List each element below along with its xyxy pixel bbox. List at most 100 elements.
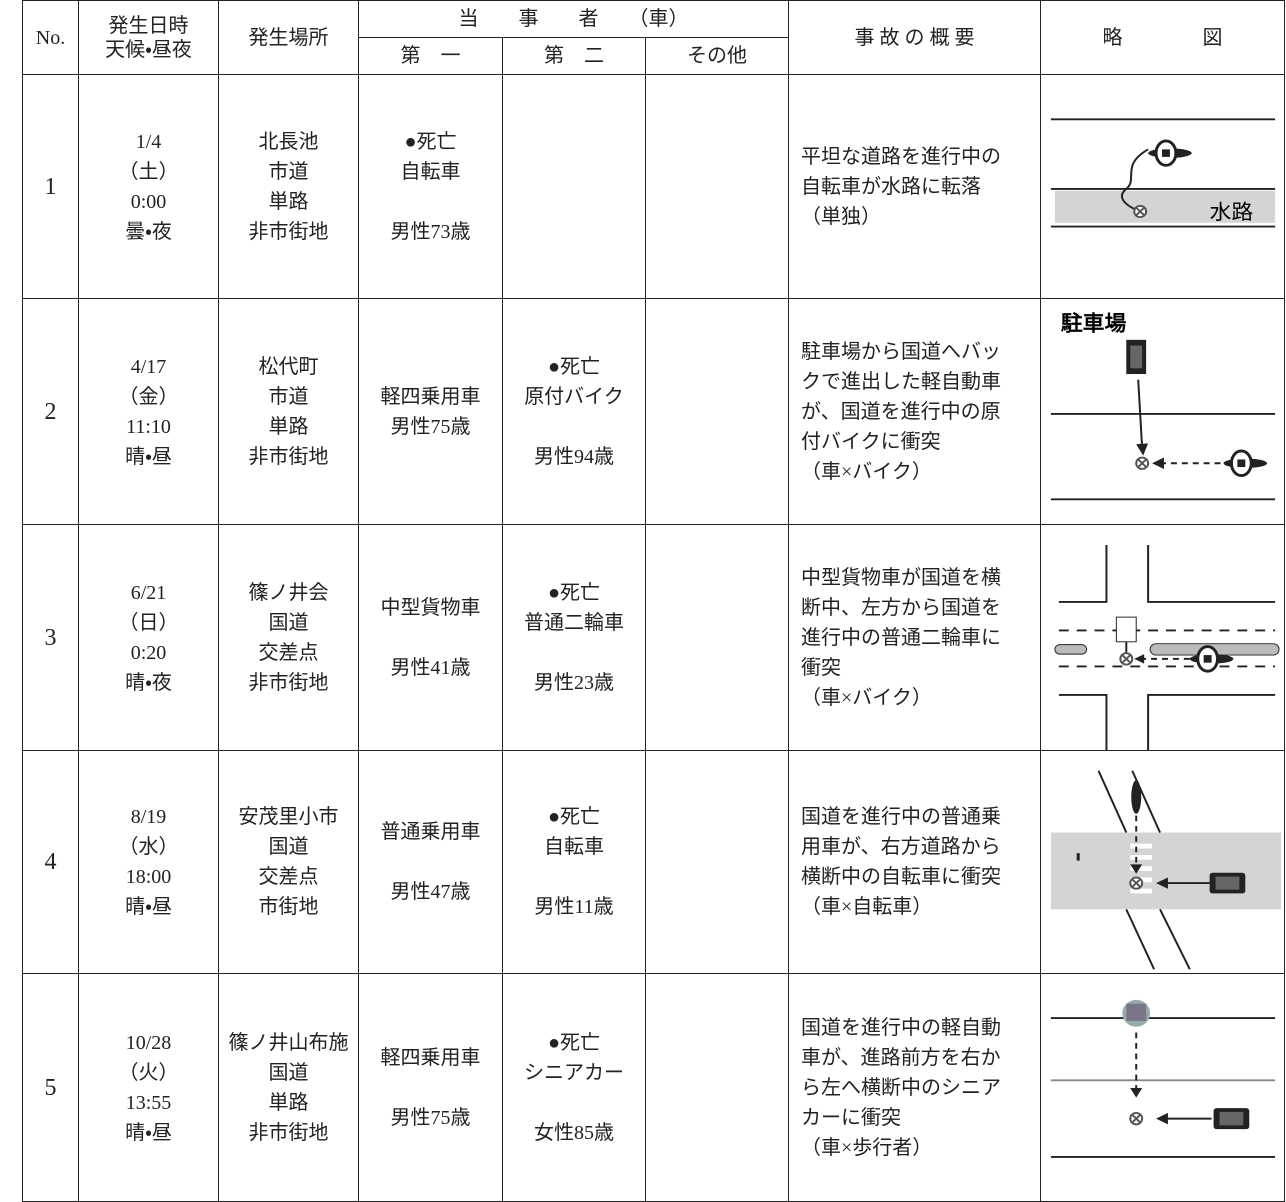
parties-header: 当 事 者 （車）	[358, 0, 789, 38]
party-group: ●死亡 原付バイク	[504, 352, 645, 412]
datetime-line: 1/4	[135, 130, 162, 153]
place-line: 国道	[268, 836, 309, 858]
table-row: 4 8/19 （水） 18:00 晴・昼 安茂里小市 国道 交差点 市街地 普通乗用車 男性47歳 ●…	[22, 750, 1285, 974]
summary-line: （車×歩行者）	[801, 1136, 933, 1159]
diagram	[1050, 769, 1282, 970]
party-line: ●死亡	[547, 581, 601, 604]
diagram-cell: 駐車場	[1040, 298, 1285, 525]
summary-line: 平坦な道路を進行中の	[801, 145, 1001, 168]
summary-line: が、国道を進行中の原	[801, 400, 1001, 423]
place-line: 国道	[268, 1061, 309, 1084]
header-line: 発生日時	[108, 14, 189, 37]
other-party-cell	[645, 74, 789, 299]
second-party-cell: ●死亡 原付バイク 男性94歳	[502, 298, 646, 525]
diagram: 駐車場	[1050, 310, 1276, 500]
party-group: ●死亡 普通二輪車	[504, 578, 645, 638]
table-header: No. 発生日時 天候・昼夜 発生場所 当 事 者 （車） 事 故 の 概 要 略…	[22, 0, 1285, 75]
place-line: 市街地	[258, 896, 319, 918]
first-party-cell: 軽四乗用車 男性75歳	[358, 298, 503, 525]
no-cell: 1	[22, 74, 79, 299]
table-row: 1 1/4 （土） 0:00 曇・夜 北長池 市道 単路 非市街地 ●死亡 自転車 男性73歳 平坦な道…	[22, 74, 1285, 299]
datetime-line: 13:55	[125, 1091, 172, 1114]
party-group: ●死亡 シニアカー	[504, 1028, 645, 1088]
diagram-shape	[1121, 148, 1149, 210]
diagram-shape	[1213, 1107, 1250, 1129]
place-cell: 安茂里小市 国道 交差点 市街地	[218, 750, 359, 974]
place-line: 交差点	[258, 641, 319, 664]
party-line: 男性41歳	[390, 656, 471, 679]
diagram-shape	[1058, 544, 1276, 750]
diagram-shape	[1054, 643, 1088, 655]
datetime-line: 晴・昼	[125, 896, 172, 918]
diagram-shape	[1209, 872, 1246, 893]
diagram-shape	[1189, 644, 1234, 673]
diagram-shape	[1131, 1113, 1141, 1123]
summary-line: 国道を進行中の軽自動	[801, 1016, 1001, 1039]
party-line: 普通乗用車	[380, 821, 481, 843]
diagram-label: 水路	[1210, 200, 1254, 224]
place-line: 非市街地	[248, 1121, 329, 1144]
header-line: 天候・昼夜	[105, 38, 192, 61]
party-group: 男性73歳	[360, 217, 502, 247]
party-line: 軽四乗用車	[380, 385, 481, 408]
place-cell: 北長池 市道 単路 非市街地	[218, 74, 359, 299]
diagram-cell: 水路	[1040, 74, 1285, 299]
header-row: 第 一 第 二 その他	[23, 37, 1285, 75]
summary-line: （車×バイク）	[801, 460, 932, 483]
place-line: 非市街地	[248, 671, 329, 694]
diagram-shape	[1215, 876, 1240, 890]
diagram: 水路	[1050, 117, 1276, 227]
datetime-line: 6/21	[130, 581, 167, 604]
datetime-cell: 10/28 （火） 13:55 晴・昼	[78, 973, 219, 1202]
summary-cell: 国道を進行中の普通乗 用車が、右方道路から 横断中の自転車に衝突 （車×自転車）	[788, 750, 1041, 974]
place-line: 安茂里小市	[238, 806, 339, 828]
second-party-cell: ●死亡 シニアカー 女性85歳	[502, 973, 646, 1202]
other-party-cell	[645, 524, 789, 751]
summary-line: 国道を進行中の普通乗	[801, 806, 1001, 828]
diagram-shape	[1156, 876, 1168, 889]
datetime-cell: 6/21 （日） 0:20 晴・夜	[78, 524, 219, 751]
party-group: 男性23歳	[504, 668, 645, 698]
place-cell: 篠ノ井山布施 国道 単路 非市街地	[218, 973, 359, 1202]
summary-line: 断中、左方から国道を	[801, 596, 1001, 619]
diagram-shape	[1121, 653, 1131, 663]
diagram-shape	[1148, 138, 1192, 167]
place-line: 単路	[268, 415, 309, 438]
diagram-shape	[1152, 457, 1164, 469]
table-row: 5 10/28 （火） 13:55 晴・昼 篠ノ井山布施 国道 単路 非市街地 軽四乗用車 男性75…	[22, 973, 1285, 1202]
party-line: 男性75歳	[390, 1106, 471, 1129]
summary-line: （車×バイク）	[801, 686, 932, 709]
place-line: 市道	[268, 385, 309, 408]
datetime-line: 晴・昼	[125, 445, 172, 468]
datetime-line: 0:00	[130, 190, 167, 213]
header-row: No. 発生日時 天候・昼夜 発生場所 当 事 者 （車） 事 故 の 概 要 略…	[22, 0, 1285, 75]
summary-line: 自転車が水路に転落	[801, 175, 981, 198]
table-body: 1 1/4 （土） 0:00 曇・夜 北長池 市道 単路 非市街地 ●死亡 自転車 男性73歳 平坦な道…	[22, 74, 1285, 1202]
party-group: 軽四乗用車	[360, 1043, 502, 1073]
diagram-shape	[1130, 854, 1153, 860]
no-cell: 5	[22, 973, 79, 1202]
party-group: 男性47歳	[360, 877, 502, 907]
place-line: 篠ノ井山布施	[228, 1031, 349, 1054]
accident-table: No. 発生日時 天候・昼夜 発生場所 当 事 者 （車） 事 故 の 概 要 略…	[22, 0, 1285, 1202]
place-cell: 篠ノ井会 国道 交差点 非市街地	[218, 524, 359, 751]
summary-line: （車×自転車）	[801, 896, 933, 918]
other-party-cell	[645, 298, 789, 525]
summary-line: ら左へ横断中のシニア	[801, 1076, 1001, 1099]
datetime-line: （火）	[118, 1061, 179, 1084]
datetime-line: 4/17	[130, 355, 167, 378]
summary-header: 事 故 の 概 要	[788, 0, 1041, 75]
summary-line: 中型貨物車が国道を横	[801, 566, 1001, 589]
summary-line: カーに衝突	[801, 1106, 901, 1129]
party-line: ●死亡	[547, 806, 601, 828]
diagram-shape	[1135, 456, 1150, 470]
party-group: 男性41歳	[360, 653, 502, 683]
diagram-shape	[1129, 876, 1144, 890]
datetime-line: 0:20	[130, 641, 167, 664]
diagram-shape	[1159, 908, 1191, 970]
diagram-shape	[1097, 769, 1128, 833]
no-cell: 4	[22, 750, 79, 974]
datetime-line: 10/28	[125, 1031, 172, 1054]
summary-line: 駐車場から国道へバッ	[801, 340, 1001, 363]
